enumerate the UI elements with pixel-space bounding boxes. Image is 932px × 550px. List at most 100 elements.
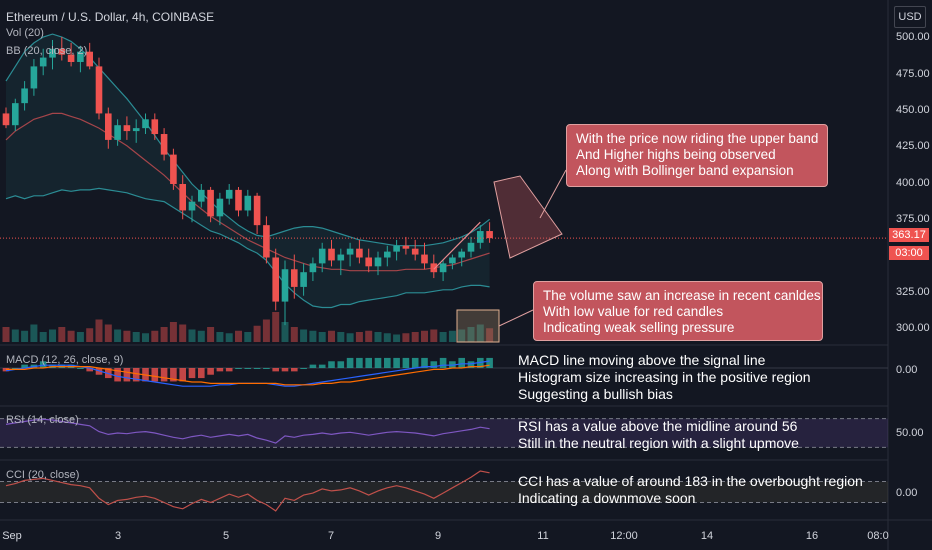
macd-histogram-bar [411,357,419,368]
macd-histogram-bar [309,364,317,368]
candle-body [123,125,131,132]
candle-body [263,225,270,258]
candle-body [216,198,224,217]
bar-countdown-tag: 03:00 [889,246,929,260]
rsi-mid-label: 50.00 [896,427,924,439]
candle-body [467,242,475,252]
price-action-callout[interactable]: With the price now riding the upper band… [566,124,828,187]
volume-bar [58,327,66,342]
volume-bar [21,330,29,342]
volume-bar [467,327,475,342]
candle-body [12,103,19,126]
macd-histogram-bar [244,368,252,369]
volume-bar [374,332,382,342]
volume-callout[interactable]: The volume saw an increase in recent can… [533,281,823,341]
macd-histogram-bar [207,368,214,375]
macd-histogram-bar [467,361,475,368]
candle-body [430,263,438,273]
volume-bar [86,328,94,342]
volume-indicator-label[interactable]: Vol (20) [6,27,44,39]
candle-body [346,248,354,255]
candle-body [30,66,38,89]
time-tick-label: 16 [805,530,819,542]
volume-bar [160,327,168,342]
macd-histogram-bar [356,357,363,368]
volume-bar [132,332,140,342]
time-tick-label: 9 [434,530,442,542]
volume-highlight-box [456,309,500,343]
candle-body [142,119,149,129]
volume-bar [281,322,289,342]
macd-histogram-bar [263,368,270,369]
macd-histogram-bar [328,361,335,368]
volume-bar [216,332,224,342]
volume-bar [67,330,75,342]
cci-note-line: CCI has a value of around 183 in the ove… [518,473,863,489]
candle-body [458,251,465,258]
time-tick-label: 3 [114,530,122,542]
macd-indicator-label[interactable]: MACD (12, 26, close, 9) [6,354,124,366]
macd-histogram-bar [123,368,131,382]
macd-histogram-bar [114,368,121,382]
price-highlight-box [493,175,563,259]
rsi-indicator-label[interactable]: RSI (14, close) [6,414,79,426]
callout-line: The volume saw an increase in recent can… [543,288,821,303]
candle-body [449,257,456,264]
price-tick-label: 400.00 [896,177,930,189]
candle-body [384,251,391,258]
price-tick-label: 475.00 [896,68,930,80]
candle-body [291,269,298,287]
volume-bar [411,332,419,342]
macd-note-line: MACD line moving above the signal line [518,352,766,368]
macd-histogram-bar [216,368,224,372]
currency-button[interactable]: USD [894,6,926,28]
candle-body [337,254,345,261]
bollinger-lower-line [5,187,490,309]
candle-body [2,113,10,126]
macd-histogram-bar [198,368,205,379]
volume-bar [383,333,391,342]
rsi-note-line: RSI has a value above the midline around… [518,418,798,434]
volume-bar [272,312,280,342]
candle-body [477,231,484,243]
candle-body [439,263,447,273]
candle-body [95,66,103,114]
macd-histogram-bar [318,364,326,368]
macd-histogram-bar [300,368,307,369]
callout-line: Indicating weak selling pressure [543,320,735,335]
price-tick-label: 300.00 [896,322,930,334]
volume-bar [95,319,103,342]
time-tick-label: 5 [222,530,230,542]
volume-bar [365,330,373,342]
candle-body [300,272,307,287]
candle-body [402,245,410,249]
candle-body [486,231,493,239]
volume-bar [207,327,215,342]
macd-histogram-bar [253,368,261,369]
macd-note-line: Histogram size increasing in the positiv… [518,369,811,385]
candle-body [318,248,326,264]
volume-bar [2,327,10,342]
macd-histogram-bar [170,368,177,382]
candle-body [235,189,242,211]
volume-bar [169,322,177,342]
macd-histogram-bar [12,368,19,369]
candle-body [67,54,75,62]
volume-bar [123,330,131,342]
cci-indicator-label[interactable]: CCI (20, close) [6,469,80,481]
bollinger-indicator-label[interactable]: BB (20, close, 2) [6,45,88,57]
cci-zero-label: 0.00 [896,487,918,499]
candle-body [198,189,205,202]
bollinger-basis-line [5,112,490,272]
candle-body [151,119,159,135]
macd-histogram-bar [486,357,493,368]
macd-histogram-bar [188,368,196,379]
candle-body [374,257,382,267]
candle-body [188,201,196,211]
candle-body [207,189,214,217]
candle-body [49,48,56,58]
price-tick-label: 500.00 [896,31,930,43]
candle-body [411,248,419,255]
